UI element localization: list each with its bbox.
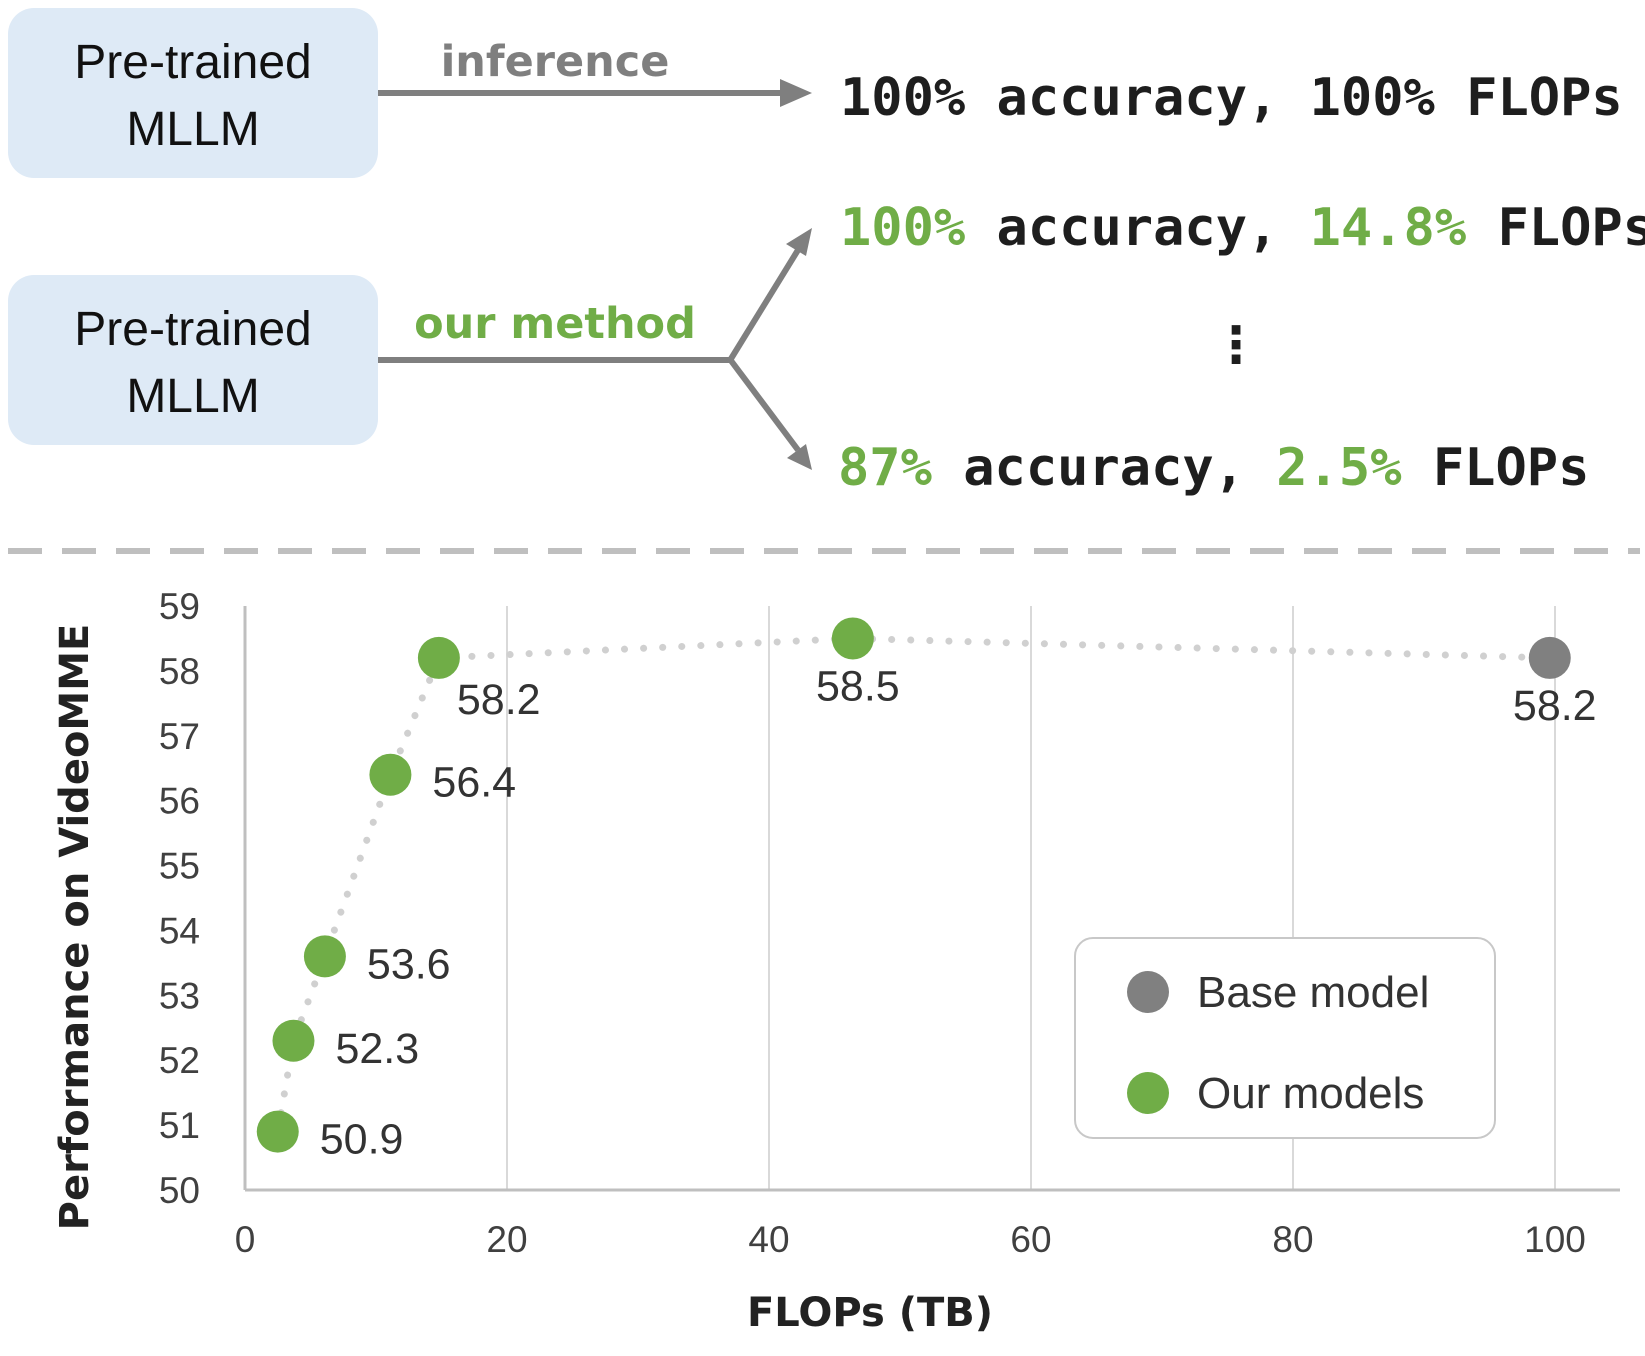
chart-grid (506, 606, 1556, 1190)
box-bottom-line2: MLLM (126, 370, 259, 423)
result-high-acc: 100% (840, 198, 965, 258)
x-tick-80: 80 (1272, 1219, 1313, 1260)
legend-swatch-base-model (1127, 971, 1169, 1013)
method-label: our method (414, 299, 696, 349)
pretrained-box-top (8, 8, 378, 178)
y-tick-56: 56 (159, 781, 200, 822)
our-model-point-0 (256, 1110, 299, 1153)
our-model-label-4: 58.2 (457, 676, 541, 724)
x-axis-title: FLOPs (TB) (747, 1290, 993, 1336)
result-high-acc-word: accuracy, (965, 198, 1309, 258)
result-high-flops-word: FLOPs (1466, 198, 1645, 258)
results-ellipsis: ⋮ (1211, 316, 1261, 374)
y-tick-57: 57 (159, 716, 200, 757)
our-model-label-1: 52.3 (335, 1025, 419, 1073)
result-low: 87% accuracy, 2.5% FLOPs (838, 438, 1589, 498)
result-base-flops: 100% (1310, 68, 1435, 128)
box-top-line2: MLLM (126, 103, 259, 156)
legend: Base model Our models (1074, 937, 1496, 1139)
result-base: 100% accuracy, 100% FLOPs (840, 68, 1623, 128)
y-tick-labels: 50 51 52 53 54 55 56 57 58 59 (159, 586, 200, 1211)
y-tick-55: 55 (159, 846, 200, 887)
result-base-flops-word: FLOPs (1435, 68, 1623, 128)
result-low-acc-word: accuracy, (932, 438, 1276, 498)
our-model-point-1 (272, 1019, 315, 1062)
result-base-acc-word: accuracy, (965, 68, 1309, 128)
data-labels: 58.2 50.9 52.3 53.6 56.4 58.2 58.5 (320, 662, 1597, 1163)
result-low-flops: 2.5% (1276, 438, 1401, 498)
legend-label-base-model: Base model (1197, 968, 1429, 1017)
method-arrowhead-down (787, 444, 812, 470)
y-tick-59: 59 (159, 586, 200, 627)
y-tick-58: 58 (159, 651, 200, 692)
y-tick-52: 52 (159, 1040, 200, 1081)
x-tick-60: 60 (1010, 1219, 1051, 1260)
box-top-line1: Pre-trained (74, 36, 311, 89)
our-model-label-2: 53.6 (367, 940, 451, 988)
method-arrow-branch-up (726, 248, 801, 364)
result-high: 100% accuracy, 14.8% FLOPs (840, 198, 1645, 258)
our-model-label-0: 50.9 (320, 1116, 404, 1164)
our-model-point-2 (303, 935, 346, 978)
data-points (256, 617, 1571, 1153)
inference-arrowhead (780, 79, 812, 107)
y-tick-51: 51 (159, 1105, 200, 1146)
x-tick-0: 0 (235, 1219, 256, 1260)
our-model-point-5 (831, 617, 874, 660)
box-bottom-line1: Pre-trained (74, 303, 311, 356)
pretrained-box-bottom (8, 275, 378, 445)
legend-label-our-models: Our models (1197, 1069, 1424, 1118)
our-model-label-3: 56.4 (432, 759, 516, 807)
chart-axes (243, 606, 1620, 1192)
x-tick-20: 20 (486, 1219, 527, 1260)
result-low-flops-word: FLOPs (1402, 438, 1590, 498)
method-arrowhead-up (786, 228, 812, 256)
our-model-label-5: 58.5 (816, 662, 900, 710)
base-model-label-0: 58.2 (1513, 682, 1597, 730)
our-model-point-4 (417, 636, 460, 679)
our-model-point-3 (369, 753, 412, 796)
scatter-chart: 0 20 40 60 80 100 50 51 52 53 54 55 56 57 58 59 58.2 50… (52, 586, 1620, 1336)
result-high-flops: 14.8% (1310, 198, 1467, 258)
y-tick-50: 50 (159, 1170, 200, 1211)
y-tick-54: 54 (159, 910, 200, 951)
y-tick-53: 53 (159, 975, 200, 1016)
diagram: Pre-trained MLLM Pre-trained MLLM infere… (8, 8, 1645, 498)
method-arrow-branch-down (726, 356, 801, 452)
legend-swatch-our-models (1127, 1072, 1169, 1114)
result-low-acc: 87% (838, 438, 932, 498)
legend-box (1074, 937, 1496, 1139)
x-tick-40: 40 (748, 1219, 789, 1260)
result-base-acc: 100% (840, 68, 965, 128)
base-model-point-0 (1528, 636, 1571, 679)
x-tick-labels: 0 20 40 60 80 100 (235, 1219, 1586, 1260)
inference-label: inference (441, 37, 670, 87)
x-tick-100: 100 (1524, 1219, 1586, 1260)
y-axis-title: Performance on VideoMME (52, 624, 98, 1231)
